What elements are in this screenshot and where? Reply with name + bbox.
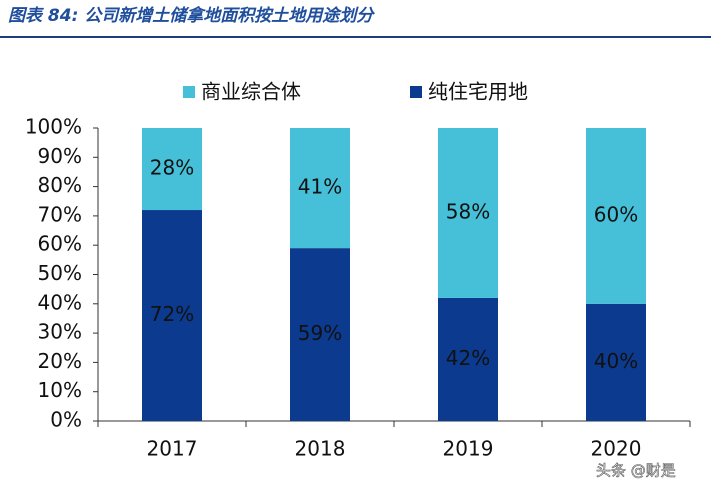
- legend-swatch: [410, 86, 422, 98]
- y-tick-label: 40%: [38, 290, 82, 314]
- x-tick-label: 2019: [443, 437, 494, 461]
- bar-segment: [586, 303, 646, 421]
- watermark: 头条 @财是: [596, 462, 676, 480]
- bar-segment: [142, 210, 202, 421]
- x-tick-label: 2017: [147, 437, 198, 461]
- y-tick-label: 60%: [38, 232, 82, 256]
- y-tick-label: 30%: [38, 320, 82, 344]
- chart-title: 图表 84: 公司新增土储拿地面积按土地用途划分: [8, 5, 375, 26]
- legend-swatch: [183, 86, 195, 98]
- y-tick-label: 20%: [38, 349, 82, 373]
- y-tick-label: 10%: [38, 378, 82, 402]
- bar-segment: [142, 128, 202, 211]
- data-label: 42%: [446, 346, 490, 370]
- x-tick-label: 2018: [295, 437, 346, 461]
- y-tick-label: 50%: [38, 261, 82, 285]
- x-tick-label: 2020: [591, 437, 642, 461]
- bar-segment: [290, 248, 350, 421]
- bar-segment: [290, 128, 350, 249]
- y-tick-label: 100%: [25, 115, 82, 139]
- bar-segment: [586, 128, 646, 304]
- data-label: 60%: [594, 202, 638, 226]
- data-label: 41%: [298, 175, 342, 199]
- legend-label: 商业综合体: [201, 80, 301, 104]
- bar-segment: [438, 297, 498, 421]
- bar-segment: [438, 128, 498, 298]
- legend-label: 纯住宅用地: [428, 80, 528, 104]
- y-tick-label: 80%: [38, 173, 82, 197]
- data-label: 40%: [594, 349, 638, 373]
- data-label: 59%: [298, 321, 342, 345]
- y-tick-label: 90%: [38, 144, 82, 168]
- y-tick-label: 0%: [50, 408, 82, 432]
- data-label: 28%: [150, 156, 194, 180]
- data-label: 58%: [446, 199, 490, 223]
- data-label: 72%: [150, 302, 194, 326]
- y-tick-label: 70%: [38, 202, 82, 226]
